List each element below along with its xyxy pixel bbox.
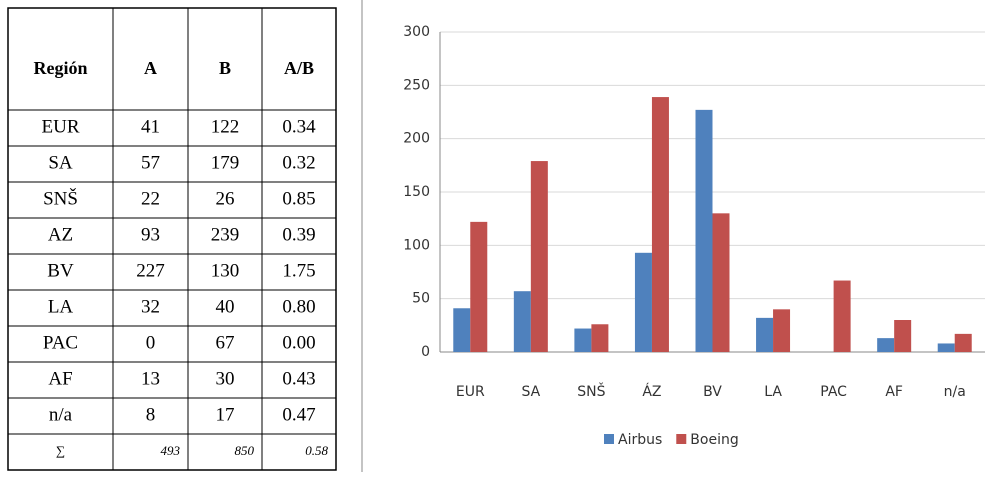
table-cell: 30 <box>216 368 235 389</box>
x-tick-label: BV <box>703 384 722 400</box>
table-cell: ∑ <box>56 443 65 458</box>
table-cell: 179 <box>211 152 240 173</box>
x-tick-label: AF <box>885 384 903 400</box>
table-cell: 0.47 <box>282 404 315 425</box>
table-cell: 239 <box>211 224 240 245</box>
bar <box>833 280 851 352</box>
table-cell: SA <box>48 152 73 173</box>
table-cell: 0.85 <box>282 188 315 209</box>
table-cell: 0.58 <box>305 443 328 458</box>
table-cell: 8 <box>146 404 156 425</box>
legend-swatch <box>676 434 687 444</box>
table-cell: AZ <box>48 224 73 245</box>
y-tick-label: 300 <box>403 24 430 40</box>
x-tick-label: n/a <box>944 384 966 400</box>
bar <box>651 97 669 352</box>
table-cell: n/a <box>49 404 73 425</box>
table-cell: 0.34 <box>282 116 316 137</box>
legend-label: Airbus <box>618 432 662 448</box>
bar <box>634 252 652 352</box>
table-cell: 17 <box>216 404 235 425</box>
table-cell: 0.80 <box>282 296 315 317</box>
bar <box>937 343 955 352</box>
table-cell: 0.43 <box>282 368 315 389</box>
table-cell: 26 <box>216 188 235 209</box>
bar <box>470 221 488 352</box>
bar <box>712 213 730 352</box>
table-cell: 122 <box>211 116 240 137</box>
y-tick-label: 0 <box>421 344 430 360</box>
bar <box>773 309 791 352</box>
bar <box>591 324 609 352</box>
bar <box>574 328 592 352</box>
table-cell: 32 <box>141 296 160 317</box>
y-tick-label: 150 <box>403 184 430 200</box>
table-cell: PAC <box>43 332 78 353</box>
table-border <box>7 7 337 471</box>
table-cell: SNŠ <box>43 187 78 209</box>
bar <box>453 308 471 352</box>
bar <box>954 333 972 352</box>
table-cell: 0.00 <box>282 332 315 353</box>
table-cell: 1.75 <box>282 260 315 281</box>
y-tick-label: 250 <box>403 77 430 93</box>
y-tick-label: 200 <box>403 131 430 147</box>
table-cell: 0 <box>146 332 156 353</box>
table-cell: 130 <box>211 260 240 281</box>
table-cell: 41 <box>141 116 160 137</box>
table-cell: 0.39 <box>282 224 315 245</box>
table-cell: 0.32 <box>282 152 315 173</box>
table-cell: 850 <box>235 443 255 458</box>
table-cell: LA <box>48 296 74 317</box>
table-cell: A/B <box>284 58 314 78</box>
table-cell: AF <box>48 368 72 389</box>
table-cell: 40 <box>216 296 235 317</box>
x-tick-label: LA <box>764 384 782 400</box>
legend-label: Boeing <box>690 432 738 448</box>
x-tick-label: ÁZ <box>642 383 661 400</box>
table-cell: 67 <box>216 332 235 353</box>
table-cell: BV <box>47 260 74 281</box>
x-tick-label: PAC <box>820 384 847 400</box>
y-tick-label: 100 <box>403 237 430 253</box>
y-tick-label: 50 <box>412 291 430 307</box>
legend-swatch <box>604 434 614 444</box>
bar <box>894 320 912 352</box>
x-tick-label: EUR <box>456 384 485 400</box>
bar <box>530 161 548 352</box>
bar <box>695 109 713 352</box>
bar <box>513 291 531 352</box>
x-tick-label: SA <box>521 384 540 400</box>
table-cell: 227 <box>136 260 165 281</box>
table-cell: 57 <box>141 152 160 173</box>
table-cell: 22 <box>141 188 160 209</box>
table-cell: EUR <box>42 116 80 137</box>
table-cell: B <box>219 58 231 78</box>
table-cell: A <box>144 58 157 78</box>
table-cell: 13 <box>141 368 160 389</box>
table-cell: Región <box>34 58 88 78</box>
table-cell: 93 <box>141 224 160 245</box>
table-cell: 493 <box>161 443 181 458</box>
bar <box>756 317 774 352</box>
bar <box>877 338 895 352</box>
x-tick-label: SNŠ <box>577 382 605 400</box>
